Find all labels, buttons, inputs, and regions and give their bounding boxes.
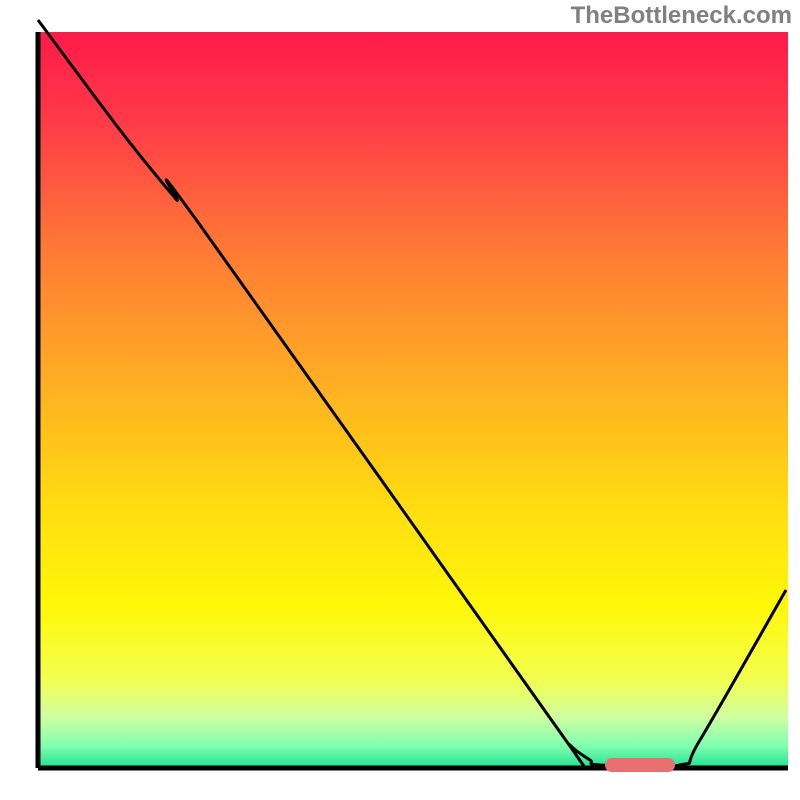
chart-container: TheBottleneck.com: [0, 0, 800, 800]
bottleneck-chart: [0, 0, 800, 800]
optimal-marker: [605, 758, 675, 772]
plot-background: [38, 32, 788, 768]
watermark-label: TheBottleneck.com: [571, 2, 792, 30]
